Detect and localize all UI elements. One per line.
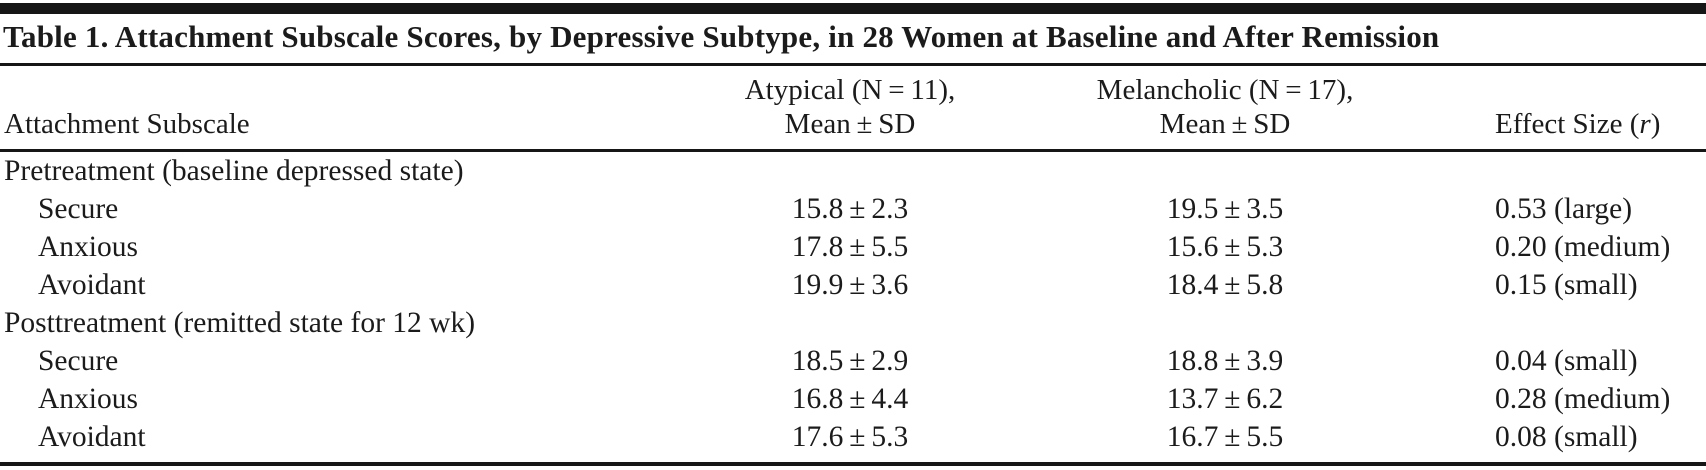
row-label: Anxious [38, 230, 138, 263]
cell-atypical: 17.8 ± 5.5 [791, 230, 909, 263]
row-label: Avoidant [0, 418, 640, 466]
cell-melancholic: 15.6 ± 5.3 [1166, 230, 1284, 263]
table-title-row: Table 1. Attachment Subscale Scores, by … [0, 3, 1706, 66]
cell-melancholic: 13.7 ± 6.2 [1166, 382, 1284, 415]
column-header-melancholic-line1: Melancholic (N = 17), [1096, 74, 1354, 106]
table-row: Secure 15.8 ± 2.3 19.5 ± 3.5 0.53 (large… [0, 190, 1706, 228]
section-row-posttreatment: Posttreatment (remitted state for 12 wk) [0, 304, 1706, 342]
cell-melancholic: 18.4 ± 5.8 [1166, 268, 1284, 301]
table-title: Table 1. Attachment Subscale Scores, by … [0, 3, 1706, 66]
table-header-row: Attachment Subscale Atypical (N = 11), M… [0, 64, 1706, 152]
table-row: Avoidant 17.6 ± 5.3 16.7 ± 5.5 0.08 (sma… [0, 418, 1706, 466]
effect-size-label-r: r [1639, 108, 1651, 140]
row-label: Avoidant [38, 268, 146, 301]
cell-atypical: 15.8 ± 2.3 [791, 192, 909, 225]
column-header-atypical-line2: Mean ± SD [784, 108, 916, 140]
section-label: Posttreatment (remitted state for 12 wk) [4, 306, 476, 339]
cell-effect-size: 0.15 (small) [1495, 268, 1638, 301]
section-label: Pretreatment (baseline depressed state) [4, 154, 464, 187]
column-header-subscale: Attachment Subscale [0, 64, 640, 152]
row-label: Secure [38, 344, 119, 377]
effect-size-label-suffix: ) [1650, 108, 1661, 140]
row-label: Anxious [38, 382, 138, 415]
column-header-effect-size: Effect Size (r) [1390, 64, 1706, 152]
cell-effect-size: 0.08 (small) [1390, 418, 1706, 466]
cell-effect-size: 0.28 (medium) [1495, 382, 1671, 415]
table-row: Secure 18.5 ± 2.9 18.8 ± 3.9 0.04 (small… [0, 342, 1706, 380]
row-label: Secure [38, 192, 119, 225]
cell-effect-size: 0.04 (small) [1495, 344, 1638, 377]
column-header-melancholic: Melancholic (N = 17), Mean ± SD [1060, 64, 1390, 152]
column-header-atypical: Atypical (N = 11), Mean ± SD [640, 64, 1060, 152]
cell-melancholic: 19.5 ± 3.5 [1166, 192, 1284, 225]
cell-melancholic: 18.8 ± 3.9 [1166, 344, 1284, 377]
table-row: Anxious 17.8 ± 5.5 15.6 ± 5.3 0.20 (medi… [0, 228, 1706, 266]
attachment-subscale-table: Table 1. Attachment Subscale Scores, by … [0, 3, 1706, 466]
cell-atypical: 16.8 ± 4.4 [791, 382, 909, 415]
table-row: Avoidant 19.9 ± 3.6 18.4 ± 5.8 0.15 (sma… [0, 266, 1706, 304]
section-row-pretreatment: Pretreatment (baseline depressed state) [0, 151, 1706, 191]
cell-effect-size: 0.20 (medium) [1495, 230, 1671, 263]
column-header-atypical-line1: Atypical (N = 11), [744, 74, 956, 106]
cell-atypical: 18.5 ± 2.9 [791, 344, 909, 377]
cell-atypical: 19.9 ± 3.6 [791, 268, 909, 301]
effect-size-label-prefix: Effect Size ( [1495, 108, 1640, 140]
cell-melancholic: 16.7 ± 5.5 [1060, 418, 1390, 466]
cell-effect-size: 0.53 (large) [1495, 192, 1633, 225]
cell-atypical: 17.6 ± 5.3 [640, 418, 1060, 466]
table-row: Anxious 16.8 ± 4.4 13.7 ± 6.2 0.28 (medi… [0, 380, 1706, 418]
column-header-melancholic-line2: Mean ± SD [1159, 108, 1291, 140]
